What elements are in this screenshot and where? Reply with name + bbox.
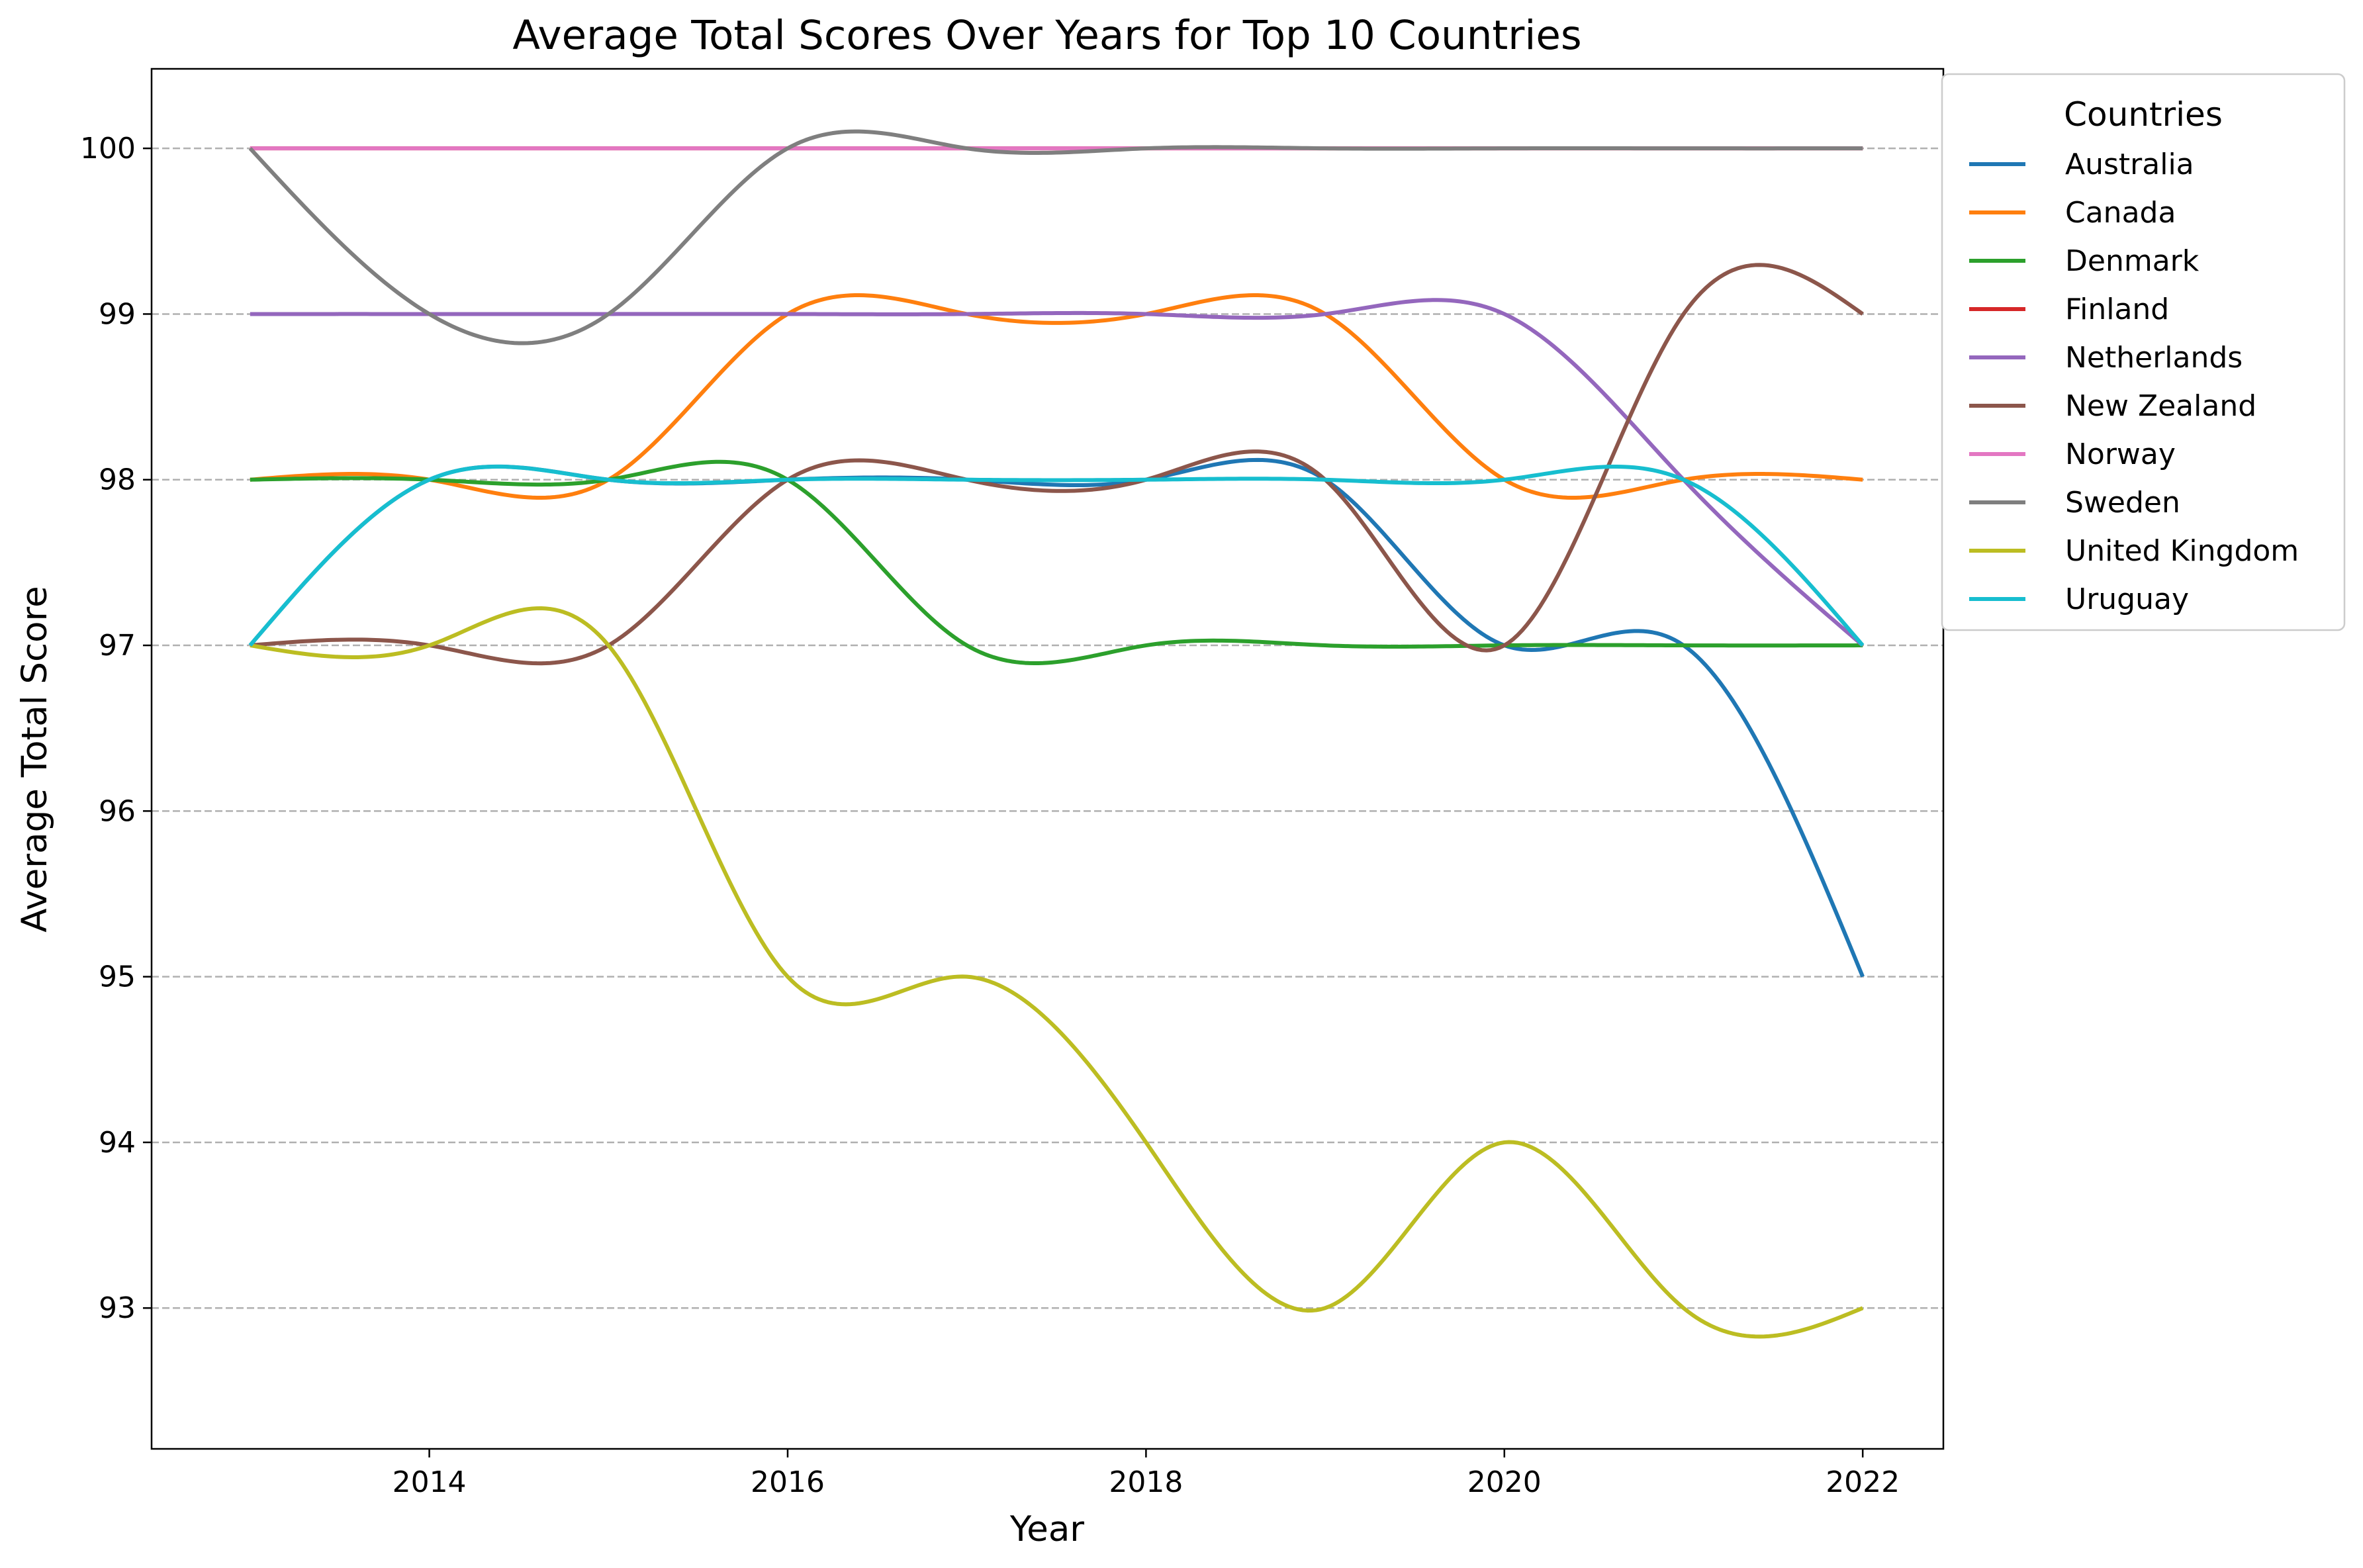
legend-item-finland: Finland <box>1969 293 2169 326</box>
legend-item-new-zealand: New Zealand <box>1969 389 2256 423</box>
legend-item-united-kingdom: United Kingdom <box>1969 534 2299 568</box>
legend-label: Uruguay <box>2065 582 2189 616</box>
legend-label: Denmark <box>2065 244 2200 278</box>
chart-title: Average Total Scores Over Years for Top … <box>512 12 1581 59</box>
legend-item-sweden: Sweden <box>1969 486 2180 520</box>
legend-title: Countries <box>2064 95 2223 134</box>
legend-item-denmark: Denmark <box>1969 244 2200 278</box>
legend: Countries Australia Canada Denmark Finland N… <box>1941 73 2346 631</box>
legend-label: Finland <box>2065 293 2169 326</box>
series-line-denmark <box>250 459 1863 666</box>
series-line-sweden <box>248 129 1863 346</box>
legend-item-canada: Canada <box>1969 196 2176 230</box>
legend-item-norway: Norway <box>1969 438 2176 471</box>
legend-label: Norway <box>2065 438 2176 471</box>
legend-label: Sweden <box>2065 486 2180 520</box>
legend-items: Australia Canada Denmark Finland Netherlands… <box>1969 148 2299 616</box>
x-tick-label: 2014 <box>393 1465 467 1499</box>
legend-item-australia: Australia <box>1969 148 2194 181</box>
x-tick-label: 2022 <box>1826 1465 1900 1499</box>
y-tick-label: 97 <box>99 629 136 663</box>
series-line-netherlands <box>250 298 1865 647</box>
legend-label: Netherlands <box>2065 341 2243 375</box>
y-tick-label: 99 <box>99 297 136 331</box>
x-tick-label: 2018 <box>1109 1465 1183 1499</box>
x-axis-label: Year <box>1009 1509 1084 1549</box>
legend-frame <box>1941 73 2346 631</box>
series-line-uruguay <box>248 464 1865 647</box>
legend-item-netherlands: Netherlands <box>1969 341 2243 375</box>
y-tick-label: 94 <box>99 1126 136 1160</box>
plot-area <box>150 68 1945 1450</box>
x-tick-label: 2020 <box>1467 1465 1542 1499</box>
plot-frame <box>150 68 1945 1450</box>
series-lines <box>248 129 1865 1339</box>
legend-item-uruguay: Uruguay <box>1969 582 2189 616</box>
x-axis-ticks: 2014 2016 2018 2020 2022 <box>393 1449 1900 1499</box>
y-axis-label: Average Total Score <box>15 586 55 933</box>
y-tick-label: 93 <box>99 1291 136 1325</box>
y-tick-label: 95 <box>99 960 136 994</box>
x-tick-label: 2016 <box>751 1465 825 1499</box>
y-axis-ticks: 93 94 95 96 97 98 99 100 <box>80 132 152 1325</box>
legend-label: Australia <box>2065 148 2194 181</box>
y-tick-label: 100 <box>80 132 136 165</box>
legend-label: New Zealand <box>2065 389 2256 423</box>
series-line-new-zealand <box>250 263 1864 666</box>
legend-label: Canada <box>2065 196 2176 230</box>
legend-label: United Kingdom <box>2065 534 2299 568</box>
y-tick-label: 96 <box>99 794 136 828</box>
series-line-united-kingdom <box>250 606 1864 1339</box>
y-tick-label: 98 <box>99 463 136 497</box>
